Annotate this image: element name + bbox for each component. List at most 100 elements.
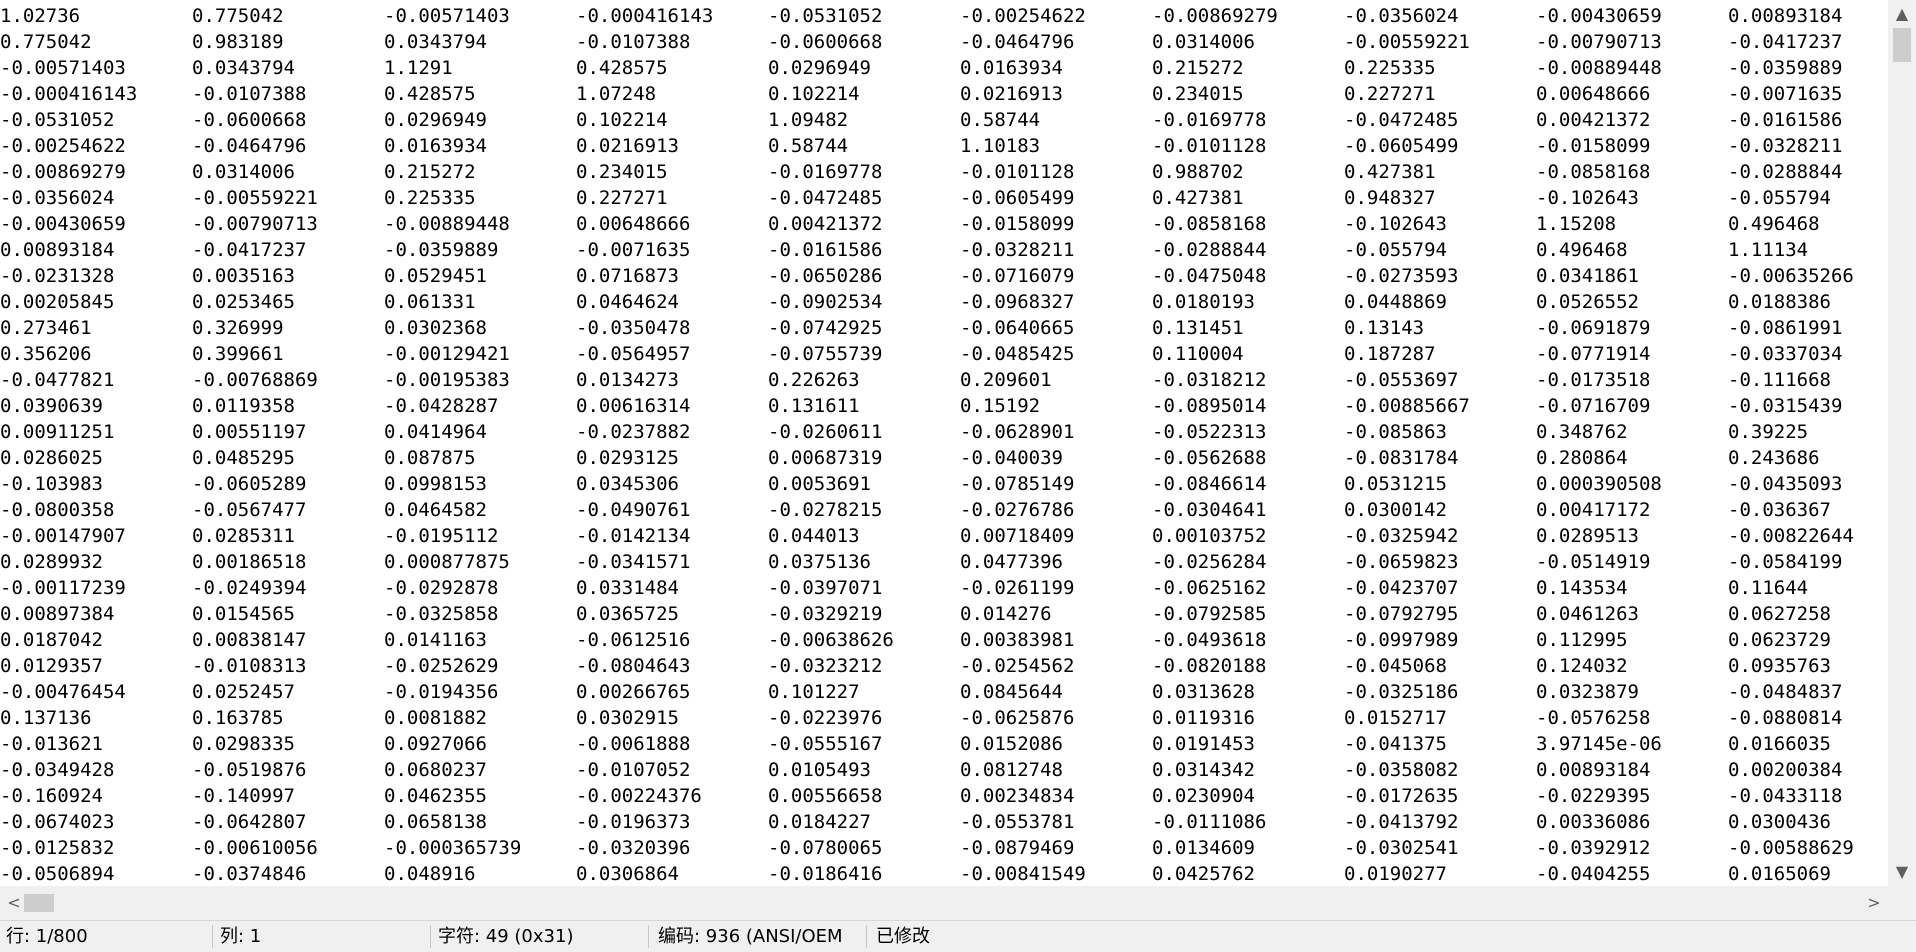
text-line[interactable]: 0.356206 0.399661 -0.00129421 -0.0564957 -0.…: [0, 341, 1888, 367]
matrix-value: 0.0526552: [1536, 291, 1639, 313]
matrix-value: 0.00336086: [1536, 811, 1651, 833]
matrix-value: -0.0879469: [960, 837, 1075, 859]
matrix-value: 0.0935763: [1728, 655, 1831, 677]
matrix-value: -0.00430659: [1536, 5, 1662, 27]
matrix-value: 0.58744: [960, 109, 1041, 131]
matrix-value: -0.0196373: [576, 811, 691, 833]
matrix-value: -0.0553697: [1344, 369, 1459, 391]
text-line[interactable]: 0.00893184 -0.0417237 -0.0359889 -0.0071635…: [0, 237, 1888, 263]
text-line[interactable]: -0.00571403 0.0343794 1.1291 0.428575 0.0296…: [0, 55, 1888, 81]
text-line[interactable]: -0.00147907 0.0285311 -0.0195112 -0.0142134…: [0, 523, 1888, 549]
text-line[interactable]: 0.273461 0.326999 0.0302368 -0.0350478 -0.07…: [0, 315, 1888, 341]
matrix-value: -0.0642807: [192, 811, 307, 833]
matrix-value: -0.0804643: [576, 655, 691, 677]
matrix-value: 0.0289513: [1536, 525, 1639, 547]
matrix-value: 0.0035163: [192, 265, 295, 287]
scroll-right-icon[interactable]: >: [1867, 893, 1881, 912]
matrix-value: 0.00266765: [576, 681, 691, 703]
matrix-value: -0.0484837: [1728, 681, 1843, 703]
text-line[interactable]: -0.0531052 -0.0600668 0.0296949 0.102214 1.0…: [0, 107, 1888, 133]
matrix-value: -0.0792795: [1344, 603, 1459, 625]
matrix-value: 0.775042: [0, 31, 92, 53]
text-line[interactable]: -0.00254622 -0.0464796 0.0163934 0.0216913 0…: [0, 133, 1888, 159]
text-line[interactable]: -0.0231328 0.0035163 0.0529451 0.0716873 -0.…: [0, 263, 1888, 289]
text-line[interactable]: -0.00117239 -0.0249394 -0.0292878 0.0331484…: [0, 575, 1888, 601]
text-line[interactable]: 0.775042 0.983189 0.0343794 -0.0107388 -0.06…: [0, 29, 1888, 55]
matrix-value: -0.0325186: [1344, 681, 1459, 703]
text-line[interactable]: -0.013621 0.0298335 0.0927066 -0.0061888 -0.…: [0, 731, 1888, 757]
matrix-value: -0.0780065: [768, 837, 883, 859]
matrix-value: 0.0812748: [960, 759, 1063, 781]
text-line[interactable]: -0.0800358 -0.0567477 0.0464582 -0.0490761 -…: [0, 497, 1888, 523]
text-line[interactable]: 1.02736 0.775042 -0.00571403 -0.000416143 -0…: [0, 3, 1888, 29]
text-line[interactable]: -0.000416143 -0.0107388 0.428575 1.07248 0.1…: [0, 81, 1888, 107]
text-line[interactable]: 0.0390639 0.0119358 -0.0428287 0.00616314 0.…: [0, 393, 1888, 419]
text-line[interactable]: -0.0477821 -0.00768869 -0.00195383 0.013427…: [0, 367, 1888, 393]
text-line[interactable]: 0.0187042 0.00838147 0.0141163 -0.0612516 -0…: [0, 627, 1888, 653]
matrix-value: -0.102643: [1536, 187, 1639, 209]
matrix-value: -0.0111086: [1152, 811, 1267, 833]
text-line[interactable]: -0.0349428 -0.0519876 0.0680237 -0.0107052 0…: [0, 757, 1888, 783]
matrix-value: 0.0306864: [576, 863, 679, 885]
matrix-value: -0.0771914: [1536, 343, 1651, 365]
text-line[interactable]: -0.0506894 -0.0374846 0.048916 0.0306864 -0.…: [0, 861, 1888, 886]
matrix-value: -0.0101128: [960, 161, 1075, 183]
horizontal-scroll-thumb[interactable]: [24, 894, 54, 912]
matrix-value: -0.0256284: [1152, 551, 1267, 573]
text-line[interactable]: -0.103983 -0.0605289 0.0998153 0.0345306 0.0…: [0, 471, 1888, 497]
text-line[interactable]: 0.137136 0.163785 0.0081882 0.0302915 -0.022…: [0, 705, 1888, 731]
matrix-value: -0.0428287: [384, 395, 499, 417]
matrix-value: 0.0298335: [192, 733, 295, 755]
matrix-value: -0.0359889: [384, 239, 499, 261]
matrix-value: 0.0163934: [960, 57, 1063, 79]
text-line[interactable]: 0.0289932 0.00186518 0.000877875 -0.0341571…: [0, 549, 1888, 575]
matrix-value: -0.0902534: [768, 291, 883, 313]
text-line[interactable]: -0.0674023 -0.0642807 0.0658138 -0.0196373 0…: [0, 809, 1888, 835]
text-line[interactable]: -0.00476454 0.0252457 -0.0194356 0.00266765…: [0, 679, 1888, 705]
matrix-value: -0.00885667: [1344, 395, 1470, 417]
matrix-value: 0.0166035: [1728, 733, 1831, 755]
matrix-value: -0.0302541: [1344, 837, 1459, 859]
matrix-value: -0.0101128: [1152, 135, 1267, 157]
matrix-value: 0.124032: [1536, 655, 1628, 677]
matrix-value: 0.00648666: [576, 213, 691, 235]
matrix-value: -0.0553781: [960, 811, 1075, 833]
matrix-value: 0.0531215: [1344, 473, 1447, 495]
matrix-value: -0.0195112: [384, 525, 499, 547]
text-line[interactable]: 0.0129357 -0.0108313 -0.0252629 -0.0804643 -…: [0, 653, 1888, 679]
matrix-value: -0.00869279: [0, 161, 126, 183]
matrix-value: -0.0252629: [384, 655, 499, 677]
vertical-scroll-thumb[interactable]: [1893, 28, 1911, 62]
text-line[interactable]: 0.0286025 0.0485295 0.087875 0.0293125 0.006…: [0, 445, 1888, 471]
matrix-value: 0.00616314: [576, 395, 691, 417]
text-line[interactable]: -0.160924 -0.140997 0.0462355 -0.00224376 0.…: [0, 783, 1888, 809]
matrix-value: 0.226263: [768, 369, 860, 391]
text-line[interactable]: 0.00897384 0.0154565 -0.0325858 0.0365725 -0…: [0, 601, 1888, 627]
matrix-value: -0.0831784: [1344, 447, 1459, 469]
text-line[interactable]: -0.0356024 -0.00559221 0.225335 0.227271 -0.…: [0, 185, 1888, 211]
text-line[interactable]: 0.00911251 0.00551197 0.0414964 -0.0237882 -…: [0, 419, 1888, 445]
matrix-value: -0.0194356: [384, 681, 499, 703]
matrix-value: 0.0462355: [384, 785, 487, 807]
matrix-value: 0.0230904: [1152, 785, 1255, 807]
matrix-value: 0.0464624: [576, 291, 679, 313]
scroll-left-icon[interactable]: <: [7, 893, 21, 912]
text-editor-area[interactable]: 1.02736 0.775042 -0.00571403 -0.000416143 -0…: [0, 0, 1888, 886]
matrix-value: 0.209601: [960, 369, 1052, 391]
text-line[interactable]: -0.00869279 0.0314006 0.215272 0.234015 -0.0…: [0, 159, 1888, 185]
text-line[interactable]: -0.0125832 -0.00610056 -0.000365739 -0.0320…: [0, 835, 1888, 861]
horizontal-scrollbar[interactable]: < >: [0, 886, 1888, 920]
matrix-value: 0.0390639: [0, 395, 103, 417]
text-line[interactable]: 0.00205845 0.0253465 0.061331 0.0464624 -0.0…: [0, 289, 1888, 315]
matrix-value: 0.087875: [384, 447, 476, 469]
matrix-value: 0.110004: [1152, 343, 1244, 365]
scroll-down-icon[interactable]: ▼: [1895, 862, 1909, 881]
matrix-value: 0.39225: [1728, 421, 1809, 443]
status-encoding: 编码: 936 (ANSI/OEM: [658, 926, 843, 947]
vertical-scrollbar[interactable]: ▲ ▼: [1888, 0, 1916, 886]
scroll-up-icon[interactable]: ▲: [1895, 4, 1909, 23]
matrix-value: -0.0142134: [576, 525, 691, 547]
text-line[interactable]: -0.00430659 -0.00790713 -0.00889448 0.00648…: [0, 211, 1888, 237]
matrix-value: 0.0529451: [384, 265, 487, 287]
matrix-value: 0.0927066: [384, 733, 487, 755]
